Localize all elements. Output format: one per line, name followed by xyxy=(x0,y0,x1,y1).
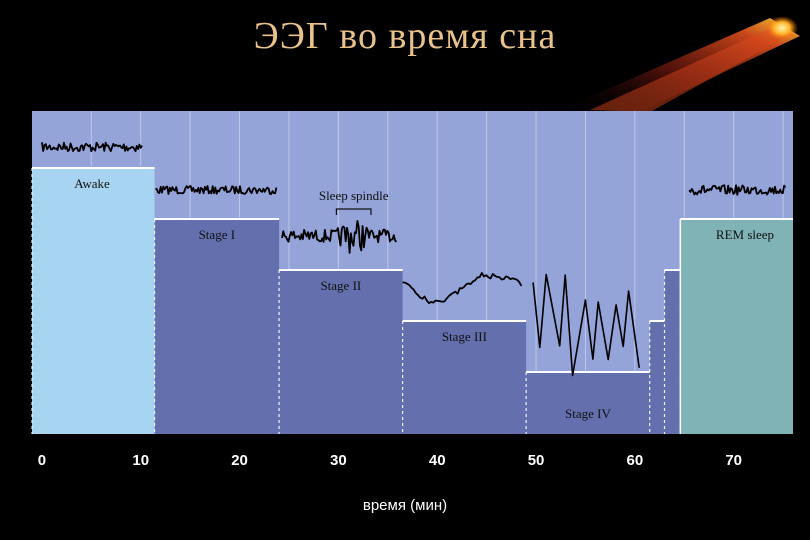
annotation-layer: Sleep spindle xyxy=(319,188,389,215)
slide-title: ЭЭГ во время сна xyxy=(253,15,557,57)
eeg-trace-rem-sleep xyxy=(688,184,787,196)
stage-block-stage-iii xyxy=(649,321,665,434)
stage-label: Awake xyxy=(74,176,110,191)
x-tick-label: 10 xyxy=(132,452,150,469)
x-tick-label: 70 xyxy=(725,452,743,469)
stage-block-stage-i xyxy=(154,219,280,434)
stage-block-rem-sleep xyxy=(680,219,793,434)
eeg-trace-awake xyxy=(41,141,143,153)
x-tick-label: 50 xyxy=(527,452,545,469)
stage-block-stage-i xyxy=(664,270,681,434)
x-tick-label: 20 xyxy=(231,452,248,469)
stage-block-stage-ii xyxy=(279,270,403,434)
annotation-label: Sleep spindle xyxy=(319,188,389,203)
stage-block-stage-iii xyxy=(402,321,527,434)
eeg-trace-stage-i xyxy=(155,185,278,195)
x-tick-label: 40 xyxy=(428,452,446,469)
stage-label: Stage I xyxy=(199,227,235,242)
eeg-trace-stage-iv xyxy=(532,273,640,377)
trace-layer xyxy=(41,141,787,377)
eeg-trace-stage-iii xyxy=(402,272,523,305)
stage-label: Stage III xyxy=(442,329,487,344)
comet-decoration xyxy=(560,16,800,112)
x-tick-label: 60 xyxy=(626,452,644,469)
stage-block-stage-iv xyxy=(526,372,650,434)
x-axis-label: время (мин) xyxy=(362,497,448,514)
stage-label: Stage IV xyxy=(565,406,611,421)
x-tick-label: 0 xyxy=(37,452,47,469)
stage-block-awake xyxy=(32,168,155,434)
spindle-bracket xyxy=(335,208,372,215)
x-tick-label: 30 xyxy=(330,452,347,469)
eeg-trace-stage-ii xyxy=(281,220,398,254)
stage-label: Stage II xyxy=(320,278,361,293)
stage-layer: Awake Stage I Stage II Stage III Stage IV REM… xyxy=(31,167,793,434)
stage-label: REM sleep xyxy=(716,227,774,242)
